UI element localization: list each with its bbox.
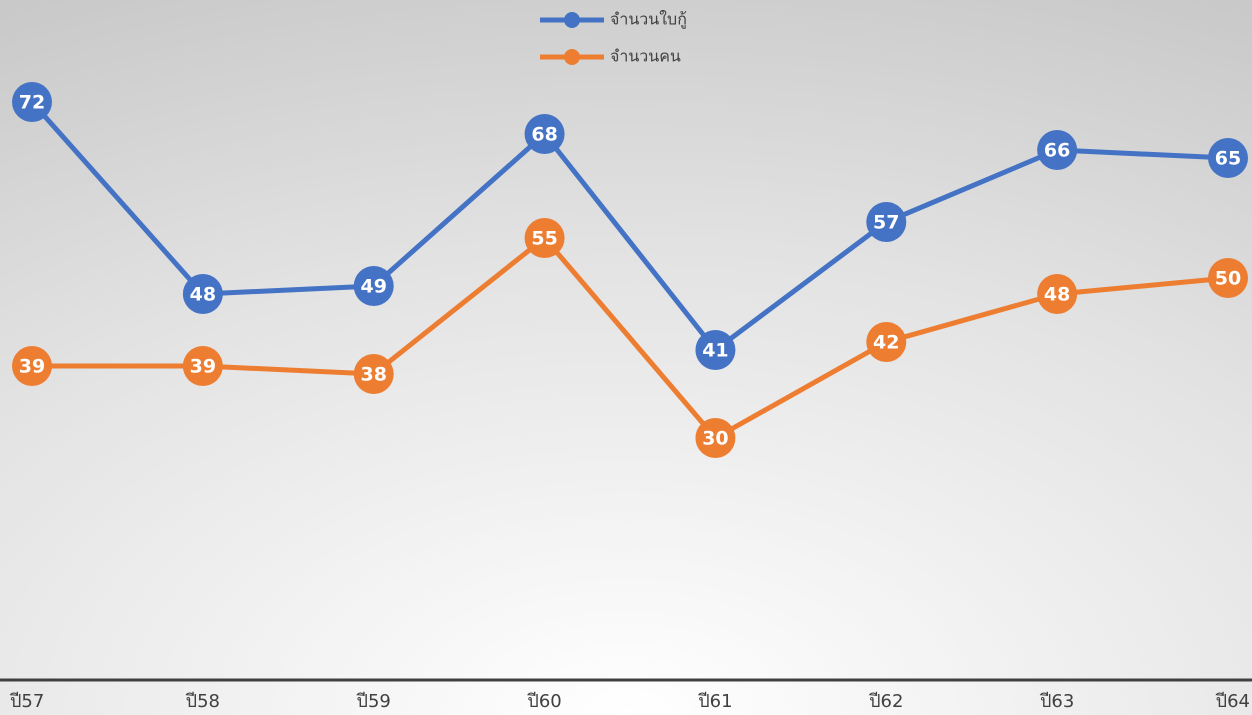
- legend-label: จำนวนใบกู้: [610, 10, 687, 30]
- data-label: 41: [702, 340, 728, 362]
- data-label: 42: [873, 332, 899, 354]
- data-label: 39: [19, 356, 45, 378]
- legend-label: จำนวนคน: [610, 47, 681, 66]
- point-marker: [353, 354, 394, 394]
- legend-marker: [564, 12, 580, 28]
- data-label: 72: [19, 92, 45, 114]
- point-marker: [12, 346, 52, 386]
- data-label: 48: [1044, 284, 1070, 306]
- data-label: 55: [531, 228, 557, 250]
- x-tick-label: ปี58: [185, 691, 220, 712]
- x-tick-label: ปี57: [10, 691, 45, 712]
- series-line: [30, 100, 1229, 353]
- x-tick-label: ปี64: [1215, 691, 1250, 712]
- data-label: 65: [1215, 148, 1241, 170]
- point-marker: [353, 266, 394, 306]
- data-label: 49: [360, 276, 386, 298]
- point-marker: [182, 274, 223, 314]
- data-label: 39: [190, 356, 216, 378]
- point-marker: [1208, 138, 1248, 178]
- point-marker: [182, 346, 223, 386]
- point-marker: [1208, 258, 1248, 298]
- point-marker: [524, 114, 565, 154]
- point-marker: [12, 82, 52, 122]
- data-label: 38: [360, 364, 386, 386]
- x-tick-label: ปี60: [527, 691, 562, 712]
- data-label: 66: [1044, 140, 1070, 162]
- point-marker: [695, 418, 736, 458]
- x-tick-label: ปี61: [698, 691, 733, 712]
- legend-marker: [564, 49, 580, 65]
- x-tick-label: ปี63: [1040, 691, 1075, 712]
- point-marker: [524, 218, 565, 258]
- x-tick-label: ปี62: [869, 691, 904, 712]
- point-marker: [695, 330, 736, 370]
- point-marker: [866, 202, 907, 242]
- data-label: 30: [702, 428, 728, 450]
- data-label: 48: [190, 284, 216, 306]
- data-label: 68: [531, 124, 557, 146]
- series-line: [32, 235, 1229, 441]
- point-marker: [1037, 274, 1078, 314]
- point-marker: [1037, 130, 1078, 170]
- point-marker: [866, 322, 907, 362]
- data-label: 50: [1215, 268, 1241, 290]
- data-label: 57: [873, 212, 899, 234]
- x-tick-label: ปี59: [356, 691, 391, 712]
